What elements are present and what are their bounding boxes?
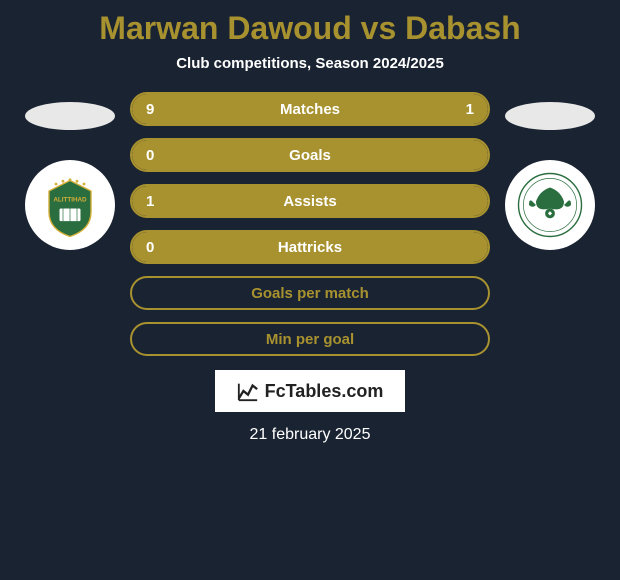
- stat-bar-assists: 1Assists: [130, 184, 490, 218]
- content-row: ALITTIHAD 91Matches 0Goals 1Assists 0Hattri…: [0, 92, 620, 356]
- left-player-avatar: [25, 102, 115, 130]
- chart-icon: [237, 380, 259, 402]
- date-text: 21 february 2025: [250, 426, 371, 444]
- stat-bar-hattricks: 0Hattricks: [130, 230, 490, 264]
- stat-label: Min per goal: [132, 331, 488, 348]
- right-club-badge: [505, 160, 595, 250]
- brand-badge: FcTables.com: [215, 370, 406, 412]
- stat-bar-min-per-goal: Min per goal: [130, 322, 490, 356]
- right-player-col: [490, 92, 610, 250]
- page-title: Marwan Dawoud vs Dabash: [0, 10, 620, 47]
- left-player-col: ALITTIHAD: [10, 92, 130, 250]
- almasry-icon: [515, 170, 585, 240]
- comparison-card: Marwan Dawoud vs Dabash Club competition…: [0, 0, 620, 444]
- stat-label: Hattricks: [132, 239, 488, 256]
- left-club-badge: ALITTIHAD: [25, 160, 115, 250]
- stat-bar-goals-per-match: Goals per match: [130, 276, 490, 310]
- stat-label: Assists: [132, 193, 488, 210]
- stat-label: Goals per match: [132, 285, 488, 302]
- footer: FcTables.com 21 february 2025: [0, 370, 620, 444]
- brand-text: FcTables.com: [265, 381, 384, 402]
- stat-label: Goals: [132, 147, 488, 164]
- stat-label: Matches: [132, 101, 488, 118]
- stat-bar-matches: 91Matches: [130, 92, 490, 126]
- alittihad-icon: ALITTIHAD: [35, 170, 105, 240]
- svg-text:ALITTIHAD: ALITTIHAD: [53, 197, 87, 204]
- stat-bar-goals: 0Goals: [130, 138, 490, 172]
- right-player-avatar: [505, 102, 595, 130]
- stat-bars: 91Matches 0Goals 1Assists 0Hattricks Goals p…: [130, 92, 490, 356]
- subtitle: Club competitions, Season 2024/2025: [0, 55, 620, 72]
